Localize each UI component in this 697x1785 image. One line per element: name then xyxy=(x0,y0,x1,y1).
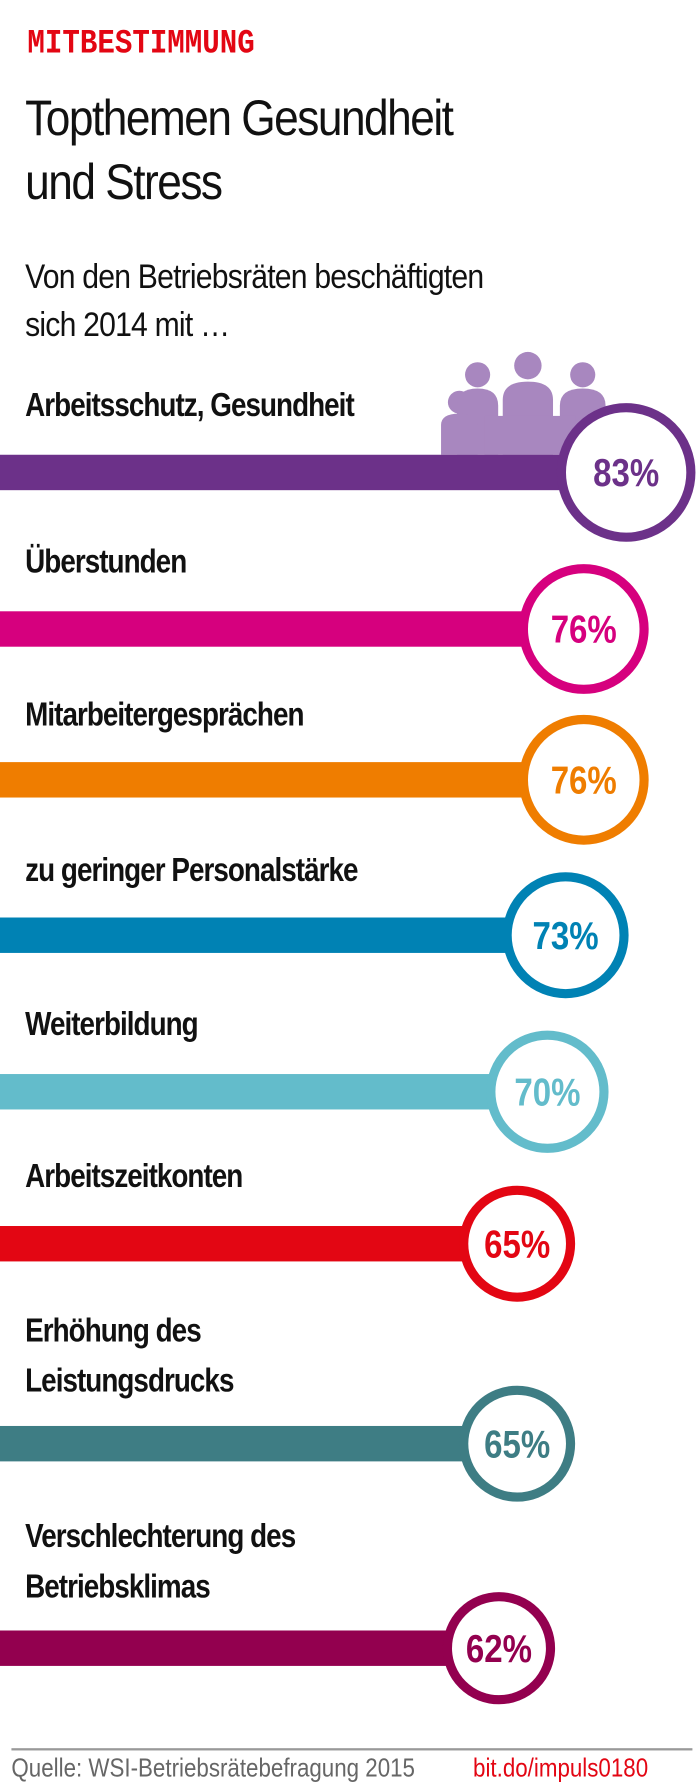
title-line: Topthemen Gesundheit xyxy=(25,90,454,147)
footer-divider xyxy=(11,1748,693,1751)
category-label-line: Leistungsdrucks xyxy=(25,1363,234,1400)
bar xyxy=(0,611,584,647)
value-circle xyxy=(518,564,649,694)
value-label: 70% xyxy=(514,1070,580,1114)
value-circle xyxy=(442,1592,556,1705)
category-label: Arbeitszeitkonten xyxy=(25,1152,243,1202)
bar xyxy=(0,917,566,953)
source-link[interactable]: bit.do/impuls0180 xyxy=(473,1752,649,1783)
category-label: Überstunden xyxy=(25,537,187,587)
category-label-line: Arbeitszeitkonten xyxy=(25,1158,243,1196)
category-label-line: Überstunden xyxy=(25,543,187,581)
value-circle xyxy=(486,1030,609,1153)
bar xyxy=(0,1074,548,1110)
category-label: Weiterbildung xyxy=(25,1000,199,1050)
category-label-line: Arbeitsschutz, Gesundheit xyxy=(25,387,355,424)
value-circle xyxy=(518,714,649,845)
category-label-line: Mitarbeitergesprächen xyxy=(25,696,304,734)
kicker: MITBESTIMMUNG xyxy=(27,25,255,64)
bar xyxy=(0,1630,499,1666)
category-label-line: Erhöhung des xyxy=(25,1312,202,1350)
source-text: Quelle: WSI-Betriebsrätebefragung 2015 xyxy=(11,1752,415,1783)
value-circle xyxy=(556,403,696,542)
category-label-line: zu geringer Personalstärke xyxy=(25,852,358,889)
value-label: 76% xyxy=(551,758,617,802)
category-label-line: Betriebsklimas xyxy=(25,1568,211,1606)
bar xyxy=(0,454,627,491)
category-label: zu geringer Personalstärke xyxy=(25,846,358,896)
value-circle xyxy=(459,1385,576,1502)
category-label: Arbeitsschutz, Gesundheit xyxy=(25,380,355,430)
category-label-line: Weiterbildung xyxy=(25,1006,199,1044)
bar xyxy=(0,762,584,798)
category-label: Mitarbeitergesprächen xyxy=(25,690,304,740)
value-circle xyxy=(502,872,629,999)
page-title: Topthemen Gesundheit und Stress xyxy=(25,87,454,215)
value-label: 73% xyxy=(533,913,599,957)
subtitle: Von den Betriebsräten beschäftigten sich… xyxy=(25,254,484,350)
bar xyxy=(0,1226,518,1262)
value-label: 76% xyxy=(551,607,617,651)
title-line: und Stress xyxy=(25,154,223,211)
value-label: 65% xyxy=(484,1222,550,1266)
value-label: 62% xyxy=(466,1626,532,1670)
category-label-line: Verschlechterung des xyxy=(25,1518,296,1556)
value-label: 65% xyxy=(484,1422,550,1466)
subtitle-line: sich 2014 mit … xyxy=(25,306,230,344)
category-label: Erhöhung des Leistungsdrucks xyxy=(25,1306,234,1407)
bar xyxy=(0,1425,518,1462)
value-label: 83% xyxy=(593,451,659,495)
category-label: Verschlechterung des Betriebsklimas xyxy=(25,1512,296,1613)
value-circle xyxy=(459,1185,576,1302)
subtitle-line: Von den Betriebsräten beschäftigten xyxy=(25,258,484,296)
